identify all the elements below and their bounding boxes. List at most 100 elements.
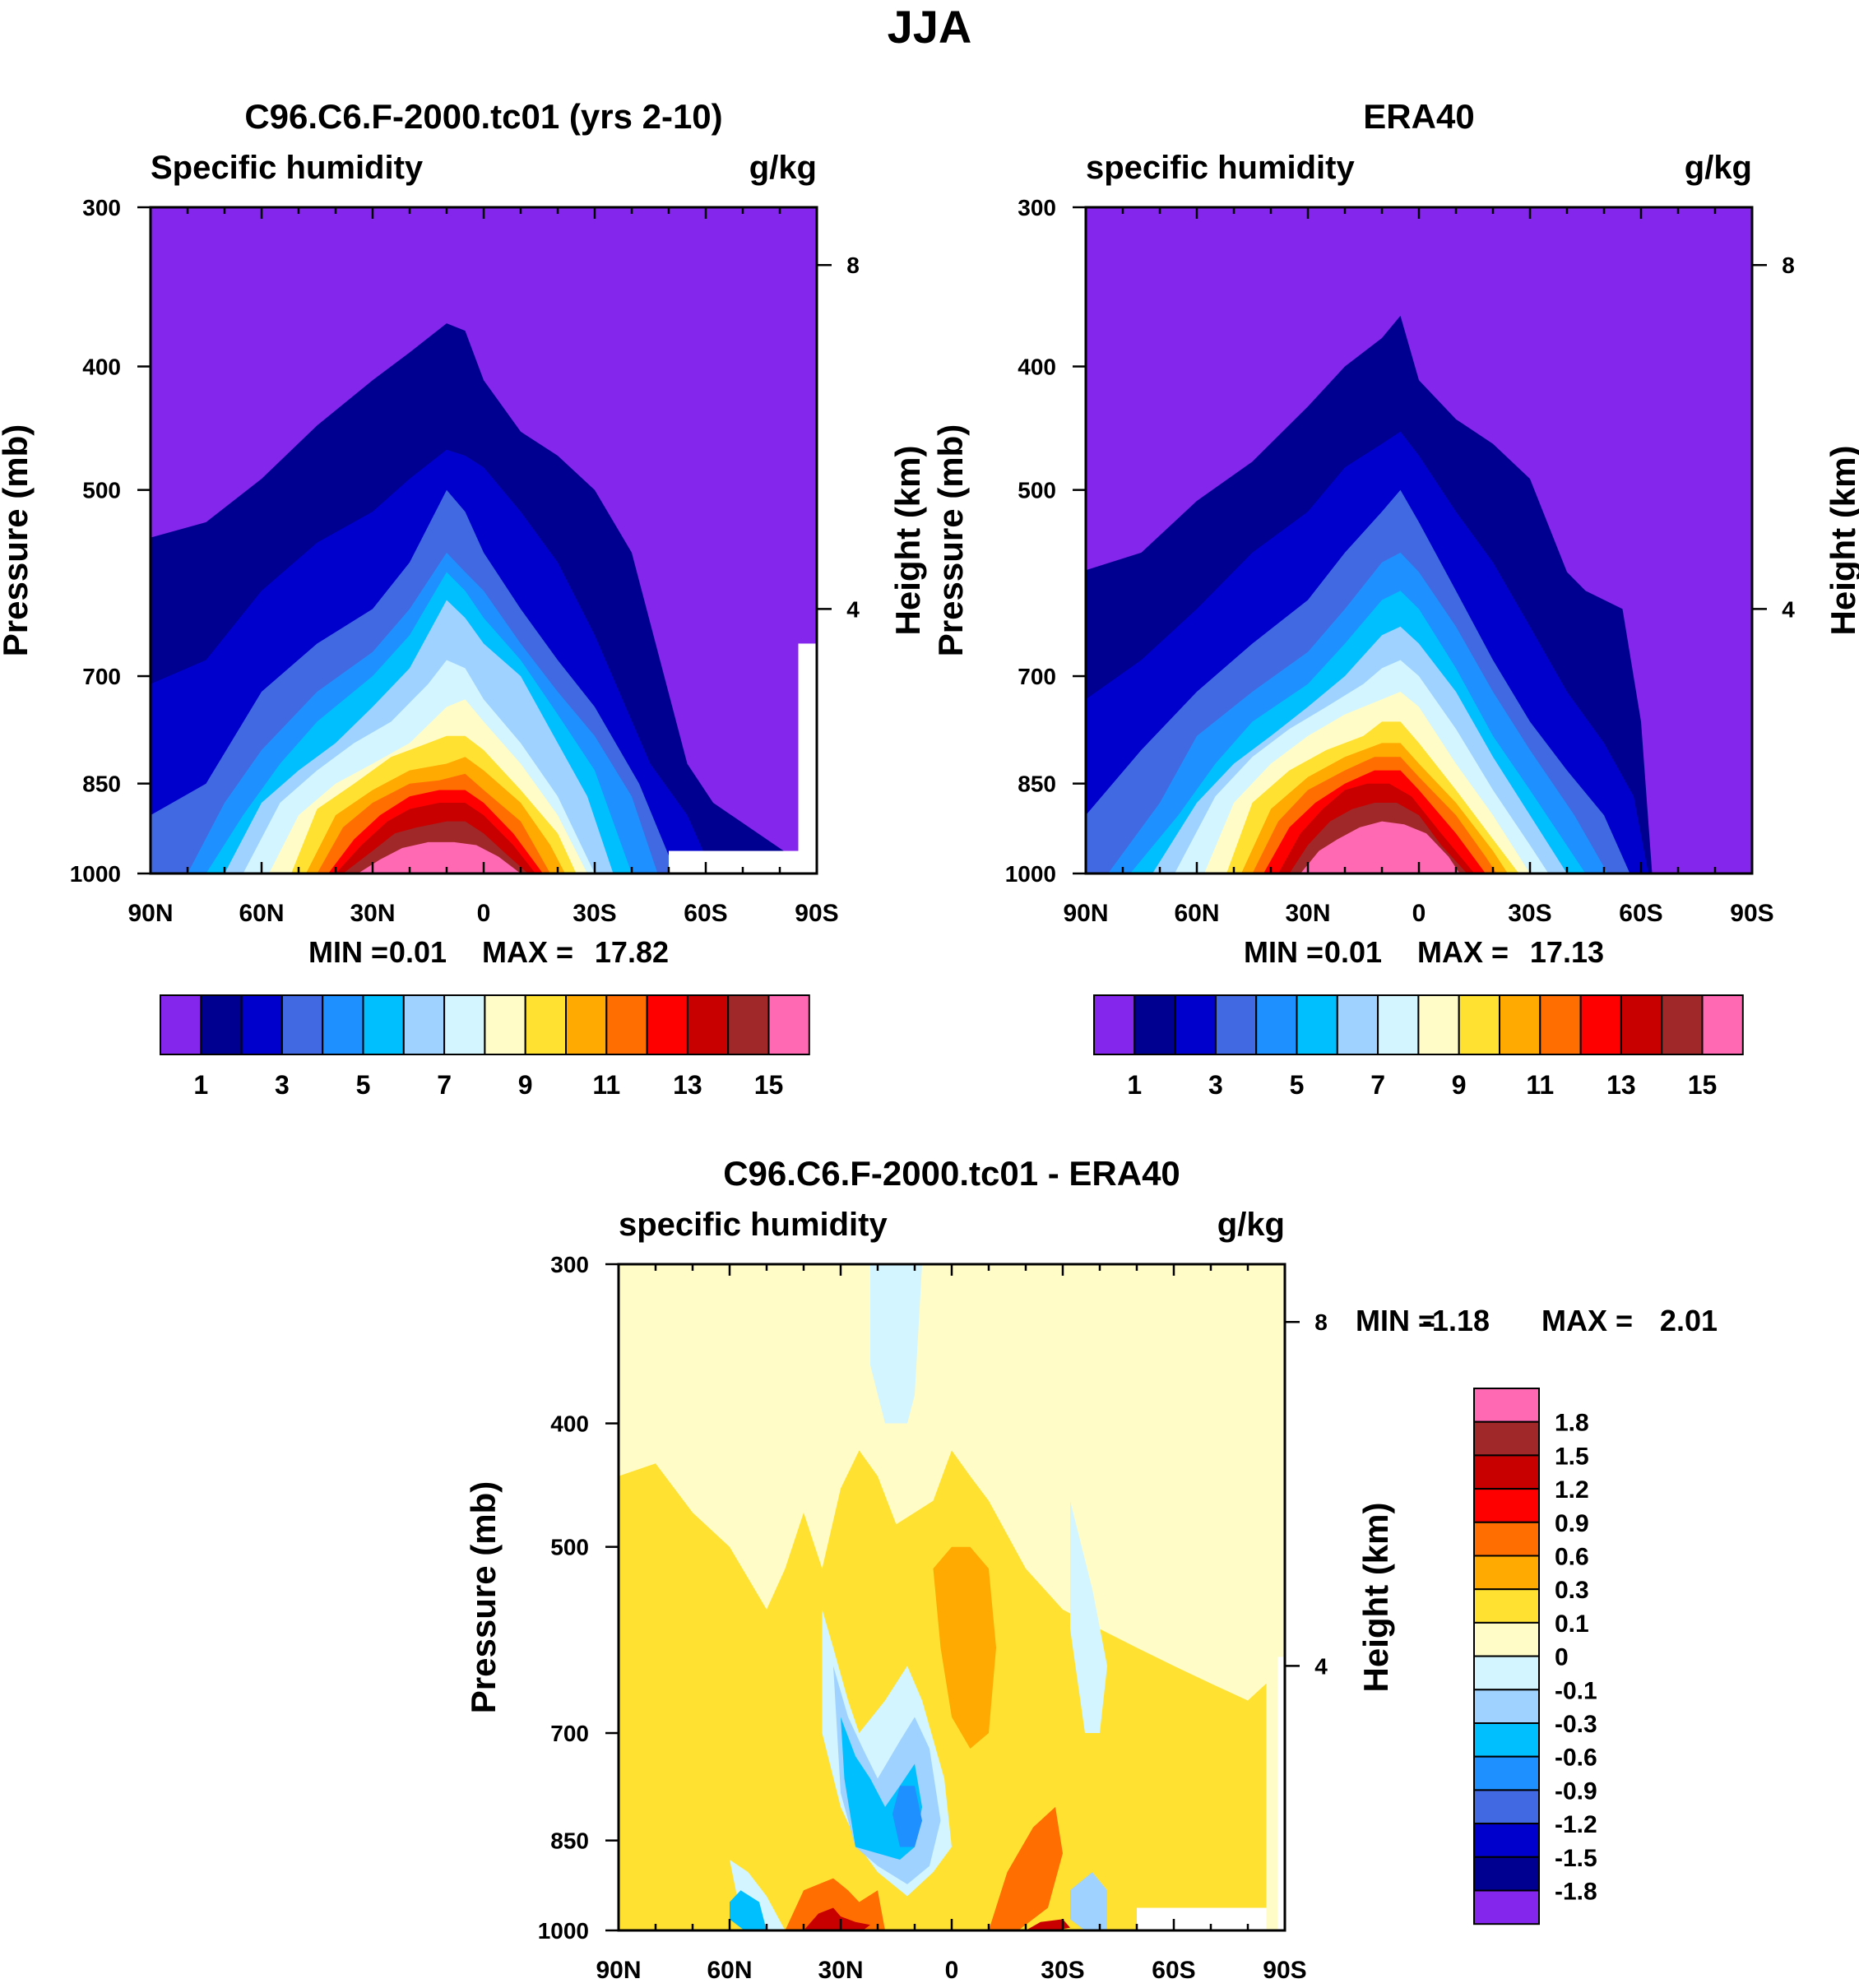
missing-data-region bbox=[798, 643, 817, 874]
x-tick-label: 60N bbox=[239, 900, 284, 927]
colorbar-box bbox=[1093, 994, 1136, 1055]
colorbar-label: 11 bbox=[592, 1070, 620, 1100]
y-tick-label: 400 bbox=[82, 355, 121, 380]
contour-fill-level-1 bbox=[619, 1450, 1267, 1930]
y-tick-label: 300 bbox=[550, 1252, 589, 1277]
colorbar-box bbox=[1473, 1889, 1540, 1925]
colorbar-box bbox=[565, 994, 608, 1055]
colorbar-label: 1.8 bbox=[1555, 1410, 1589, 1437]
colorbar-box bbox=[646, 994, 688, 1055]
x-tick-label: 30N bbox=[350, 900, 395, 927]
colorbar-diff: 1.8 1.5 1.2 0.9 0.6 0.3 0.1 0 -0.1 -0.3 -0.6 -0.9 -1… bbox=[1473, 1388, 1597, 1925]
plot-area bbox=[151, 207, 817, 874]
colorbar-box bbox=[200, 994, 243, 1055]
y-tick-label: 400 bbox=[1018, 355, 1056, 380]
x-tick-label: 90N bbox=[596, 1957, 641, 1984]
colorbar-box bbox=[605, 994, 648, 1055]
colorbar-box bbox=[686, 994, 730, 1055]
colorbar-label: 13 bbox=[673, 1070, 702, 1100]
colorbar-box bbox=[1336, 994, 1379, 1055]
max-value: 17.82 bbox=[595, 935, 669, 969]
colorbar-label: -1.5 bbox=[1555, 1845, 1597, 1872]
colorbar-box bbox=[1473, 1689, 1540, 1725]
colorbar-label: 0.9 bbox=[1555, 1510, 1589, 1537]
min-label: MIN = bbox=[1244, 935, 1324, 969]
colorbar-box bbox=[1473, 1420, 1540, 1457]
units-label: g/kg bbox=[749, 150, 817, 186]
colorbar-box bbox=[1473, 1856, 1540, 1892]
y-right-tick-label: 4 bbox=[1782, 596, 1795, 622]
x-tick-label: 60S bbox=[1619, 900, 1662, 927]
colorbar-box bbox=[1255, 994, 1298, 1055]
colorbar-label: 13 bbox=[1606, 1070, 1636, 1100]
colorbar-label: 7 bbox=[437, 1070, 452, 1100]
contour-fill-level--1 bbox=[1070, 1500, 1107, 1733]
colorbar-box bbox=[1473, 1588, 1540, 1624]
y-tick-label: 700 bbox=[82, 664, 121, 689]
y-tick-label: 500 bbox=[1018, 478, 1056, 503]
colorbar-box bbox=[767, 994, 810, 1055]
colorbar-box bbox=[1473, 1823, 1540, 1858]
x-tick-label: 30N bbox=[1285, 900, 1330, 927]
colorbar-box bbox=[484, 994, 526, 1055]
colorbar-label: 9 bbox=[1452, 1070, 1467, 1100]
y-right-tick-label: 4 bbox=[1314, 1653, 1328, 1679]
colorbar-label: 0.1 bbox=[1555, 1610, 1589, 1638]
missing-data-region bbox=[1137, 1907, 1267, 1930]
colorbar-box bbox=[362, 994, 405, 1055]
colorbar-box bbox=[1473, 1755, 1540, 1791]
contour-fill-level--4 bbox=[892, 1786, 922, 1847]
colorbar-box bbox=[1458, 994, 1500, 1055]
x-tick-label: 90S bbox=[795, 900, 838, 927]
colorbar-box bbox=[1473, 1722, 1540, 1758]
missing-data-region bbox=[1277, 1657, 1285, 1930]
x-tick-label: 60N bbox=[1174, 900, 1219, 927]
contour-fill-level-16 bbox=[380, 850, 513, 874]
y-axis-label-right: Height (km) bbox=[1824, 446, 1859, 636]
panel-obs: 90N 60N 30N 0 30S 60S 90S 300 400 500 700 850 1000 8 4… bbox=[931, 97, 1859, 969]
variable-label: specific humidity bbox=[619, 1207, 888, 1243]
colorbar-box bbox=[443, 994, 486, 1055]
colorbar-label: 3 bbox=[1208, 1070, 1223, 1100]
max-value: 17.13 bbox=[1530, 935, 1604, 969]
contour-fill-level-3 bbox=[981, 1806, 1063, 1930]
colorbar-label: -0.3 bbox=[1555, 1711, 1597, 1738]
contour-fill-level--1 bbox=[730, 1860, 786, 1930]
colorbar-box bbox=[1473, 1388, 1540, 1423]
y-tick-label: 400 bbox=[550, 1411, 589, 1437]
y-axis-label: Pressure (mb) bbox=[464, 1481, 503, 1713]
x-tick-label: 60S bbox=[684, 900, 727, 927]
colorbar-label: 5 bbox=[1290, 1070, 1305, 1100]
contour-fill-level-3 bbox=[785, 1878, 885, 1930]
plot-area bbox=[619, 1264, 1285, 1930]
colorbar-box bbox=[1499, 994, 1541, 1055]
x-tick-label: 30N bbox=[818, 1957, 863, 1984]
missing-data-region bbox=[669, 850, 799, 874]
colorbar-box bbox=[1620, 994, 1663, 1055]
colorbar-box bbox=[1174, 994, 1217, 1055]
y-tick-label: 700 bbox=[1018, 664, 1056, 689]
colorbar-box bbox=[402, 994, 446, 1055]
y-tick-label: 850 bbox=[82, 772, 121, 797]
colorbar-box bbox=[240, 994, 283, 1055]
colorbar-label: 0 bbox=[1555, 1644, 1569, 1671]
x-tick-label: 30S bbox=[573, 900, 616, 927]
colorbar-label: -0.1 bbox=[1555, 1677, 1597, 1704]
plot-area bbox=[1086, 207, 1752, 874]
x-tick-label: 90S bbox=[1263, 1957, 1306, 1984]
colorbar-label: 15 bbox=[754, 1070, 784, 1100]
units-label: g/kg bbox=[1217, 1207, 1285, 1243]
colorbar-box bbox=[1417, 994, 1460, 1055]
colorbar-box bbox=[1473, 1789, 1540, 1825]
contour-fill-level--3 bbox=[730, 1890, 767, 1930]
x-tick-label: 30S bbox=[1508, 900, 1551, 927]
y-tick-label: 500 bbox=[550, 1535, 589, 1560]
colorbar-box bbox=[1377, 994, 1420, 1055]
x-tick-label: 30S bbox=[1041, 1957, 1084, 1984]
variable-label: Specific humidity bbox=[151, 150, 424, 186]
colorbar-label: 15 bbox=[1688, 1070, 1718, 1100]
max-label: MAX = bbox=[1417, 935, 1509, 969]
colorbar-box bbox=[1579, 994, 1622, 1055]
colorbar-label: 9 bbox=[518, 1070, 533, 1100]
